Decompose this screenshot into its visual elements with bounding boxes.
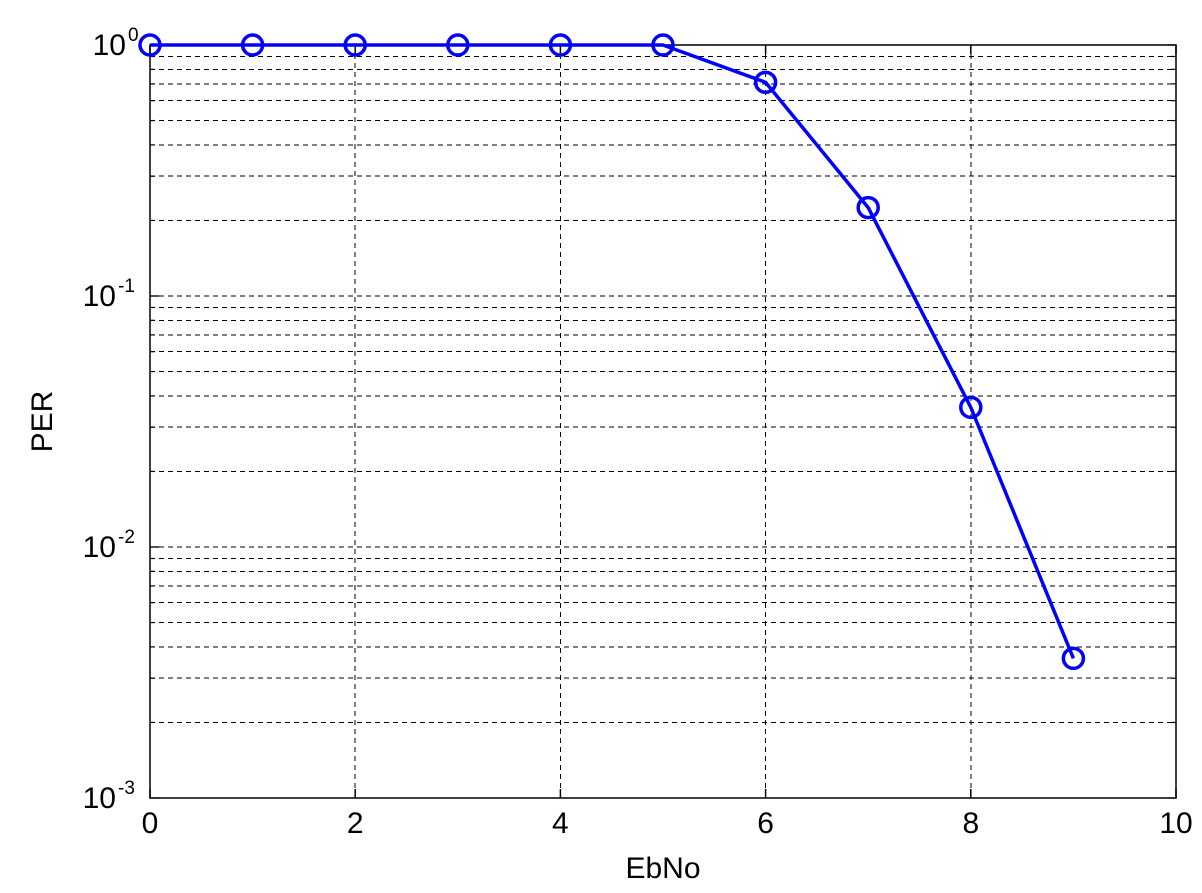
x-axis-label: EbNo xyxy=(625,852,700,885)
x-tick-label: 4 xyxy=(552,807,569,840)
data-point-marker xyxy=(446,33,470,57)
y-tick-label: 10 -3 xyxy=(83,778,135,815)
x-tick-label: 2 xyxy=(347,807,364,840)
axis-ticks xyxy=(149,44,1177,799)
y-tick-base: 10 xyxy=(83,782,116,815)
data-point-marker xyxy=(1061,646,1086,671)
data-point-marker xyxy=(651,33,675,57)
x-tick-label: 0 xyxy=(142,807,159,840)
y-axis-label: PER xyxy=(26,391,59,453)
y-tick-exponent: -2 xyxy=(118,527,135,548)
series-line xyxy=(150,43,1076,660)
plot-area-frame xyxy=(149,44,1177,799)
data-point-marker xyxy=(548,33,573,57)
y-tick-exponent: 0 xyxy=(128,25,139,46)
data-point-marker xyxy=(138,33,162,57)
y-tick-base: 10 xyxy=(83,280,116,313)
data-point-marker xyxy=(240,33,265,57)
data-point-marker xyxy=(343,33,367,57)
x-tick-label: 8 xyxy=(962,807,979,840)
y-tick-label: 10 -2 xyxy=(83,527,135,564)
data-point-marker xyxy=(753,70,778,95)
x-tick-label: 6 xyxy=(757,807,774,840)
y-tick-base: 10 xyxy=(83,531,116,564)
grid-lines xyxy=(150,45,1176,798)
data-point-marker xyxy=(856,195,880,220)
y-tick-exponent: -1 xyxy=(118,276,135,297)
data-point-marker xyxy=(959,395,983,420)
y-tick-base: 10 xyxy=(93,29,126,62)
x-tick-label: 10 xyxy=(1159,807,1192,840)
y-tick-label: 10 0 xyxy=(93,25,139,62)
series-layer xyxy=(138,33,1086,671)
y-tick-label: 10 -1 xyxy=(83,276,135,313)
y-tick-exponent: -3 xyxy=(118,778,135,799)
